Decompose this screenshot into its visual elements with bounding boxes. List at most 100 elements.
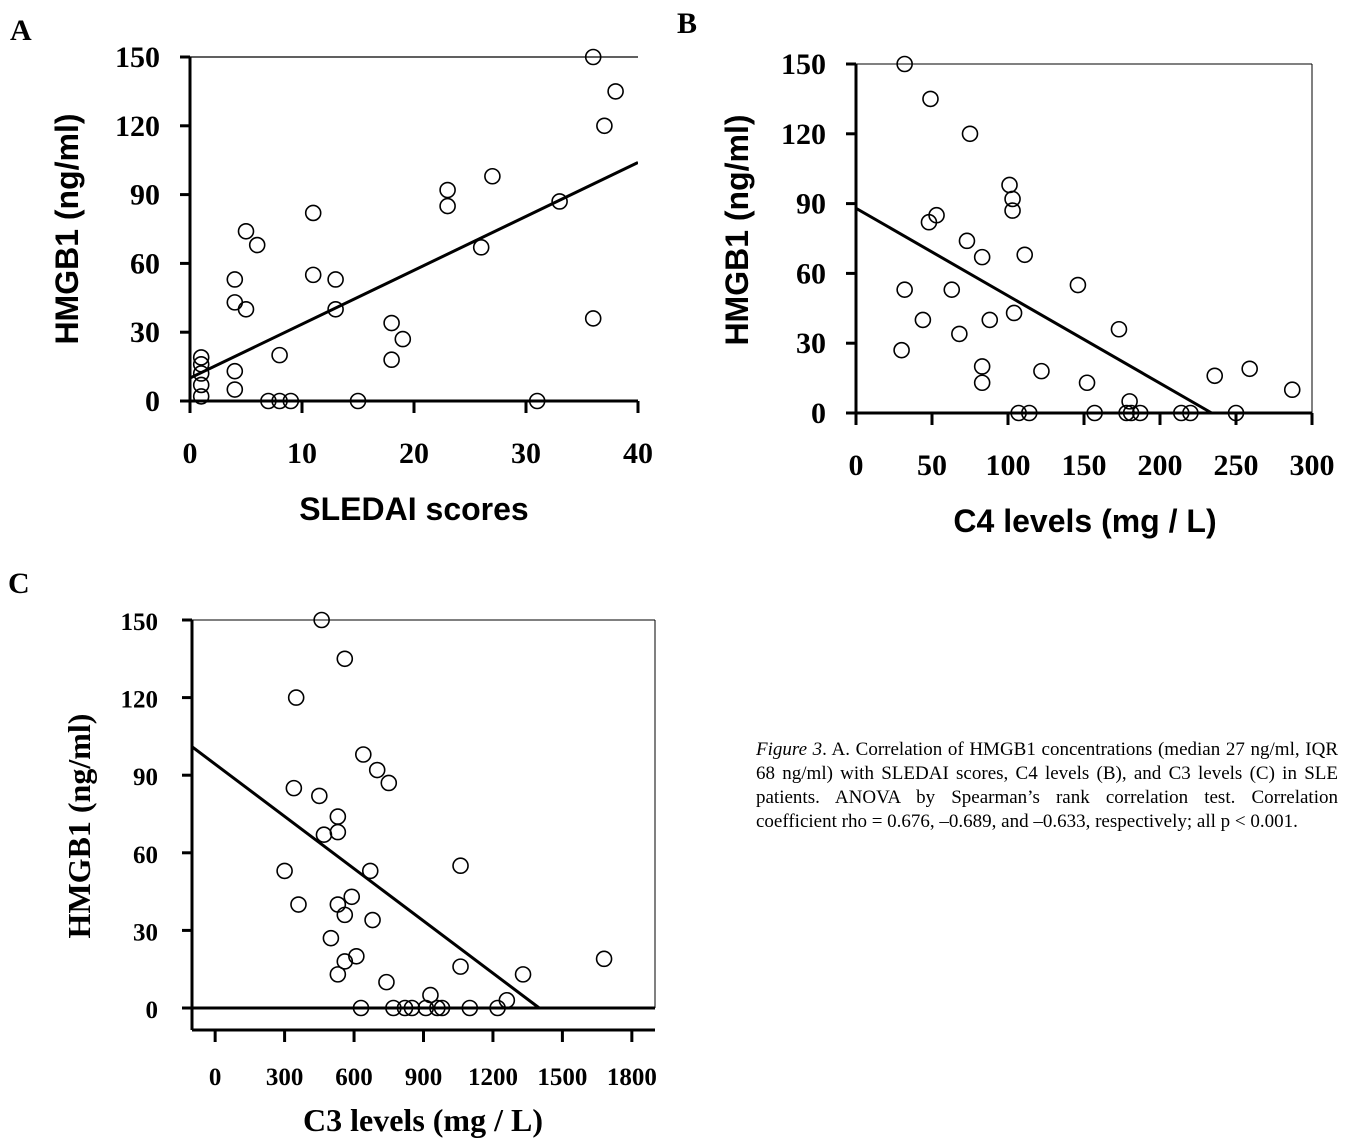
data-point	[951, 325, 968, 343]
data-point	[403, 999, 421, 1017]
data-point	[327, 300, 344, 318]
data-point	[498, 991, 516, 1009]
data-point	[1078, 374, 1096, 392]
data-point	[584, 310, 602, 327]
data-point	[551, 193, 568, 210]
data-point	[311, 787, 328, 805]
data-point	[922, 90, 939, 108]
data-point	[226, 271, 244, 288]
x-tick-label: 600	[335, 1064, 373, 1091]
x-tick-label: 0	[183, 437, 198, 470]
data-point	[433, 999, 451, 1017]
data-point	[1005, 304, 1023, 322]
chart-panel-a: A 0 30 60 90 120 150 0 10 20 30 40 SLEDAI scores HMGB…	[10, 14, 653, 527]
data-point	[1118, 404, 1135, 422]
data-point	[336, 953, 354, 970]
data-point	[385, 999, 402, 1017]
x-tick-label: 20	[399, 437, 429, 470]
data-point	[226, 362, 244, 380]
data-point	[1241, 360, 1258, 378]
data-point	[329, 966, 347, 983]
data-point	[226, 381, 244, 398]
x-tick-label: 300	[1290, 449, 1335, 482]
data-point	[313, 611, 330, 629]
data-point	[364, 911, 381, 929]
x-tick-label: 0	[849, 449, 864, 482]
data-point	[394, 330, 412, 348]
x-tick-label: 30	[511, 437, 541, 470]
y-tick-label: 0	[145, 385, 160, 418]
x-tick-label: 900	[405, 1064, 443, 1091]
data-point	[304, 266, 322, 284]
data-point	[439, 181, 456, 199]
figure-caption-text: . A. Correlation of HMGB1 concentrations…	[756, 739, 1338, 832]
data-point	[287, 689, 305, 706]
data-point	[896, 55, 913, 73]
y-axis-title: HMGB1 (ng/ml)	[719, 114, 755, 345]
plot-frame	[190, 619, 656, 1032]
data-point	[595, 950, 613, 968]
figure-label: Figure 3	[756, 739, 823, 760]
data-point	[958, 232, 976, 250]
y-tick-label: 30	[130, 316, 160, 349]
data-point	[329, 823, 347, 841]
data-point	[1122, 404, 1140, 422]
data-point	[237, 222, 255, 240]
y-tick-label: 120	[121, 687, 159, 714]
y-tick-label: 120	[115, 110, 160, 143]
panel-letter: B	[677, 7, 697, 40]
x-axis-title: C3 levels (mg / L)	[303, 1102, 543, 1138]
y-tick-label: 60	[133, 842, 158, 869]
data-point	[348, 947, 365, 965]
data-point	[439, 197, 456, 215]
data-point	[260, 392, 277, 410]
data-point	[192, 376, 210, 394]
data-point	[327, 271, 344, 288]
y-tick-label: 60	[130, 247, 160, 280]
data-point	[315, 826, 333, 843]
data-point	[336, 650, 354, 668]
y-tick-label: 0	[146, 997, 159, 1024]
data-point	[1086, 404, 1103, 422]
y-tick-label: 150	[115, 41, 160, 74]
x-tick-label: 40	[623, 437, 653, 470]
data-point	[349, 392, 367, 410]
data-point	[322, 929, 340, 947]
x-tick-label: 1800	[607, 1064, 657, 1091]
data-point	[896, 281, 913, 298]
data-point	[1172, 404, 1190, 422]
data-point	[192, 349, 210, 366]
chart-panel-b: B 0 30 60 90 120 150 0 50 100 150 200 250 300 C4 level…	[677, 7, 1335, 539]
data-point	[383, 351, 400, 369]
data-point	[961, 125, 979, 143]
data-point	[1001, 176, 1018, 194]
data-point	[304, 204, 322, 222]
data-point	[920, 213, 938, 231]
y-tick-label: 0	[811, 397, 826, 430]
data-point	[1121, 393, 1138, 410]
x-tick-label: 200	[1138, 449, 1183, 482]
data-point	[1131, 404, 1149, 422]
data-point	[237, 300, 255, 318]
data-point	[1033, 362, 1050, 380]
data-point	[452, 958, 469, 975]
data-point	[336, 906, 354, 924]
data-point	[973, 374, 991, 392]
data-point	[355, 746, 372, 763]
data-point	[584, 48, 602, 66]
data-point	[329, 896, 347, 913]
data-point	[192, 388, 210, 405]
data-point	[192, 356, 210, 373]
data-point	[1069, 276, 1087, 294]
y-tick-label: 90	[796, 188, 826, 221]
data-point	[943, 281, 961, 298]
data-point	[484, 167, 501, 185]
regression-line	[190, 161, 638, 380]
data-point	[596, 117, 613, 135]
data-point	[329, 808, 347, 825]
data-point	[1283, 381, 1301, 399]
data-point	[361, 862, 379, 880]
data-point	[528, 392, 546, 410]
x-axis-title: C4 levels (mg / L)	[953, 503, 1216, 539]
